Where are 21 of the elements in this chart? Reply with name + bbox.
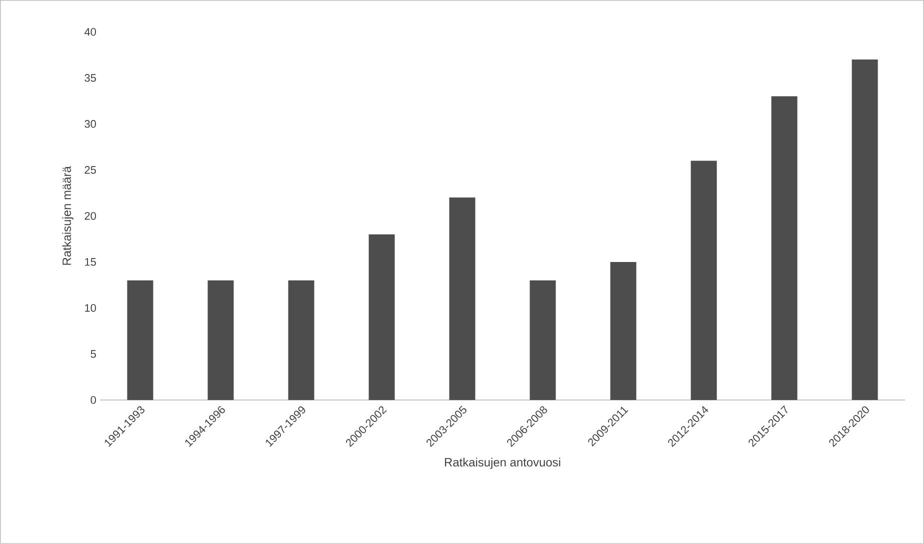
y-tick-label: 0 — [90, 396, 96, 404]
y-axis-title: Ratkaisujen määrä — [62, 166, 74, 265]
bar — [852, 60, 878, 400]
bar — [368, 234, 395, 400]
x-axis-title: Ratkaisujen antovuosi — [445, 458, 560, 469]
y-tick-label: 10 — [85, 304, 96, 312]
bar — [771, 96, 798, 400]
y-tick-label: 35 — [84, 74, 96, 82]
y-tick-label: 20 — [84, 212, 96, 220]
y-tick-label: 40 — [84, 28, 96, 36]
y-tick-label: 25 — [84, 166, 96, 174]
y-tick-label: 15 — [85, 258, 96, 266]
bar — [288, 280, 314, 400]
y-tick-label: 30 — [84, 120, 96, 128]
bar — [449, 198, 476, 400]
bar — [127, 280, 154, 400]
bar — [610, 262, 636, 400]
bar — [690, 160, 717, 400]
bar — [530, 280, 556, 400]
bar — [208, 280, 234, 400]
y-tick-label: 5 — [90, 350, 96, 358]
